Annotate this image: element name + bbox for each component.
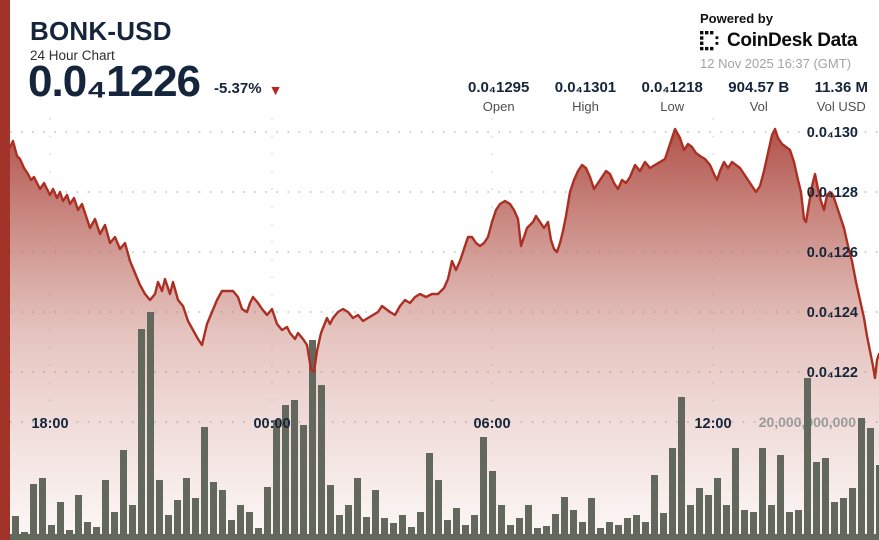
coindesk-logo-icon — [700, 31, 719, 51]
svg-text:0.0₄128: 0.0₄128 — [807, 185, 858, 201]
svg-text:0.0₄122: 0.0₄122 — [807, 365, 858, 381]
stat-low-value: 0.0₄1218 — [641, 79, 703, 96]
stat-volume-usd-label: Vol USD — [816, 99, 866, 114]
timestamp: 12 Nov 2025 16:37 (GMT) — [700, 56, 852, 71]
left-accent-stripe — [0, 0, 10, 540]
stat-volume-usd-value: 11.36 M — [814, 79, 868, 96]
price-axis-labels: 0.0₄130 0.0₄128 0.0₄126 0.0₄124 0.0₄122 — [807, 125, 858, 381]
svg-text:12:00: 12:00 — [694, 416, 731, 432]
gridlines — [10, 118, 879, 423]
powered-by-block: Powered by CoinDesk Data 12 Nov 2025 16:… — [700, 11, 858, 71]
time-axis-labels: 18:00 00:00 06:00 12:00 — [31, 416, 731, 432]
stat-high-label: High — [572, 99, 599, 114]
stat-high: 0.0₄1301 High — [555, 79, 616, 114]
stat-open-label: Open — [482, 99, 515, 114]
chart-subtitle: 24 Hour Chart — [30, 48, 115, 63]
stat-volume-value: 904.57 B — [728, 79, 790, 96]
current-price: 0.0₄1226 — [28, 57, 201, 106]
current-price-row: 0.0₄1226 -5.37% ▼ — [28, 60, 282, 104]
coindesk-brand-link[interactable]: CoinDesk Data — [700, 30, 858, 52]
price-area-fill — [0, 129, 879, 540]
svg-text:06:00: 06:00 — [473, 416, 510, 432]
svg-text:18:00: 18:00 — [31, 416, 68, 432]
volume-bars — [10, 312, 879, 540]
stat-high-value: 0.0₄1301 — [554, 79, 617, 96]
svg-text:0.0₄126: 0.0₄126 — [807, 245, 858, 261]
svg-text:0.0₄124: 0.0₄124 — [807, 305, 858, 321]
stat-low-label: Low — [660, 99, 685, 114]
symbol-title: BONK-USD — [30, 16, 172, 46]
powered-by-label: Powered by — [700, 11, 773, 26]
brand-name: CoinDesk Data — [727, 30, 858, 51]
stat-open: 0.0₄1295 Open — [468, 79, 529, 114]
stat-volume-label: Vol — [749, 99, 768, 114]
stat-volume: 904.57 B Vol — [728, 79, 789, 114]
stat-volume-usd: 11.36 M Vol USD — [815, 79, 868, 114]
down-arrow-icon: ▼ — [268, 82, 283, 98]
price-line — [8, 127, 879, 380]
stat-low: 0.0₄1218 Low — [642, 79, 703, 114]
svg-text:00:00: 00:00 — [253, 416, 290, 432]
ohlc-stats-row: 0.0₄1295 Open 0.0₄1301 High 0.0₄1218 Low… — [468, 79, 868, 114]
price-change-percent: -5.37% — [214, 80, 262, 97]
svg-text:0.0₄130: 0.0₄130 — [807, 125, 858, 141]
stat-open-value: 0.0₄1295 — [468, 79, 530, 96]
